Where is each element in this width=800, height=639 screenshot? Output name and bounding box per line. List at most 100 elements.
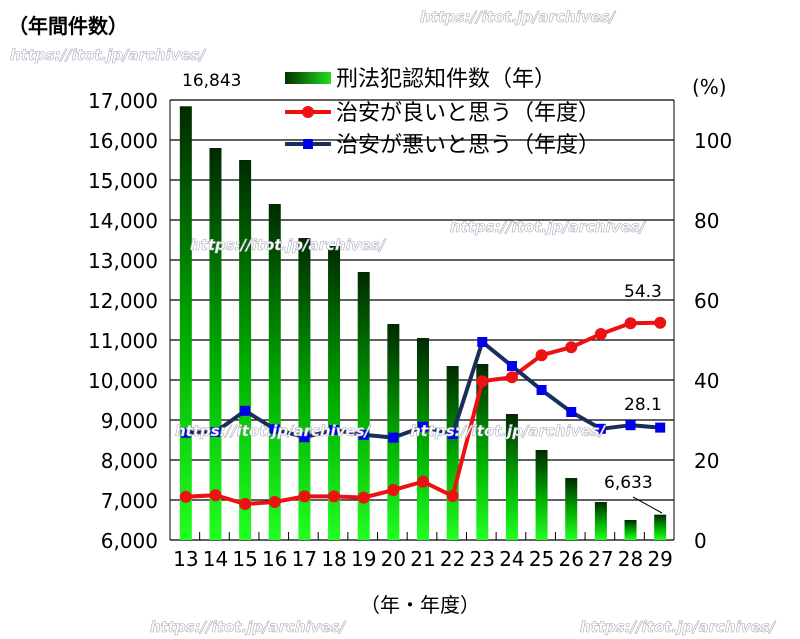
x-tick-label: 27 [588, 547, 613, 571]
bar [535, 450, 548, 540]
bar [209, 148, 222, 540]
y-tick-label: 7,000 [101, 489, 158, 513]
y-tick-label: 8,000 [101, 449, 158, 473]
x-tick-label: 19 [351, 547, 376, 571]
data-point [505, 371, 518, 384]
watermark: https://itot.jp/archives/ [175, 422, 372, 440]
legend-marker [303, 139, 313, 149]
bar [387, 324, 400, 540]
y-tick-label: 15,000 [88, 169, 158, 193]
legend-swatch-bar [285, 72, 331, 84]
y-tick-label: 12,000 [88, 289, 158, 313]
bar [505, 414, 518, 540]
annotation: 16,843 [182, 71, 241, 91]
x-axis-title: （年・年度） [360, 593, 480, 617]
data-point [268, 496, 281, 508]
y-tick-label: 13,000 [88, 249, 158, 273]
data-point [210, 427, 221, 437]
x-tick-label: 25 [529, 547, 554, 571]
legend-label: 治安が悪いと思う（年度） [336, 133, 600, 158]
x-tick-label: 16 [262, 547, 287, 571]
legend-label: 刑法犯認知件数（年） [336, 67, 556, 92]
bar [476, 364, 489, 540]
x-tick-label: 24 [499, 547, 524, 571]
data-point [417, 475, 429, 488]
data-point [655, 422, 666, 433]
data-point [654, 316, 667, 329]
data-point [329, 425, 340, 435]
data-point [388, 432, 399, 443]
watermark: https://itot.jp/archives/ [580, 618, 777, 636]
bar [654, 514, 667, 540]
data-point [357, 491, 370, 504]
y2-tick-label: 40 [694, 369, 719, 393]
bar [239, 160, 252, 540]
y2-tick-label: 0 [694, 529, 707, 553]
y-axis-title: （年間件数） [8, 14, 128, 38]
data-point [328, 490, 341, 503]
y-tick-label: 11,000 [88, 329, 158, 353]
bar [268, 204, 281, 540]
x-tick-label: 18 [321, 547, 346, 571]
data-point [298, 490, 311, 503]
bar [179, 106, 192, 540]
y-tick-label: 14,000 [88, 209, 158, 233]
data-point [358, 429, 369, 440]
watermark: https://itot.jp/archives/ [420, 8, 617, 26]
x-tick-label: 29 [647, 547, 672, 571]
data-point [299, 432, 310, 443]
x-tick-label: 26 [559, 547, 584, 571]
data-point [477, 337, 488, 347]
annotation: 6,633 [604, 473, 653, 493]
data-point [179, 490, 192, 503]
x-tick-label: 28 [618, 547, 643, 571]
data-point [446, 490, 459, 502]
data-point [239, 498, 252, 510]
bar [624, 520, 637, 540]
watermark: https://itot.jp/archives/ [450, 218, 647, 236]
bar [565, 478, 578, 540]
data-point [536, 385, 547, 395]
x-tick-label: 20 [381, 547, 406, 571]
annotation: 54.3 [624, 282, 662, 302]
data-point [447, 429, 458, 439]
data-point [625, 420, 636, 431]
data-point [566, 407, 577, 417]
bar [298, 238, 311, 540]
x-tick-label: 22 [440, 547, 465, 571]
data-point [180, 427, 191, 438]
bar [328, 246, 341, 540]
legend-label: 治安が良いと思う（年度） [336, 101, 600, 126]
data-point [240, 405, 251, 416]
y-tick-label: 10,000 [88, 369, 158, 393]
bar [594, 502, 607, 540]
y2-axis-title: (%) [692, 75, 727, 99]
data-point [269, 424, 280, 435]
x-tick-label: 23 [470, 547, 495, 571]
data-point [209, 489, 222, 502]
data-point [594, 328, 607, 340]
x-tick-label: 15 [232, 547, 257, 571]
data-point [595, 423, 606, 434]
y2-tick-label: 60 [694, 289, 719, 313]
watermark: https://itot.jp/archives/ [150, 618, 347, 636]
x-tick-label: 21 [410, 547, 435, 571]
y-tick-label: 16,000 [88, 129, 158, 153]
x-tick-label: 17 [292, 547, 317, 571]
annotation-leader [632, 496, 663, 514]
data-point [624, 317, 637, 330]
y-tick-label: 17,000 [88, 89, 158, 113]
y-tick-label: 9,000 [101, 409, 158, 433]
bar [357, 272, 370, 540]
data-point [565, 341, 578, 354]
bar [446, 366, 459, 540]
bar [417, 338, 429, 540]
data-point [418, 421, 428, 432]
legend-marker [302, 106, 314, 118]
watermark: https://itot.jp/archives/ [410, 422, 607, 440]
annotation: 28.1 [624, 395, 662, 415]
data-point [535, 349, 548, 362]
x-tick-label: 14 [203, 547, 228, 571]
